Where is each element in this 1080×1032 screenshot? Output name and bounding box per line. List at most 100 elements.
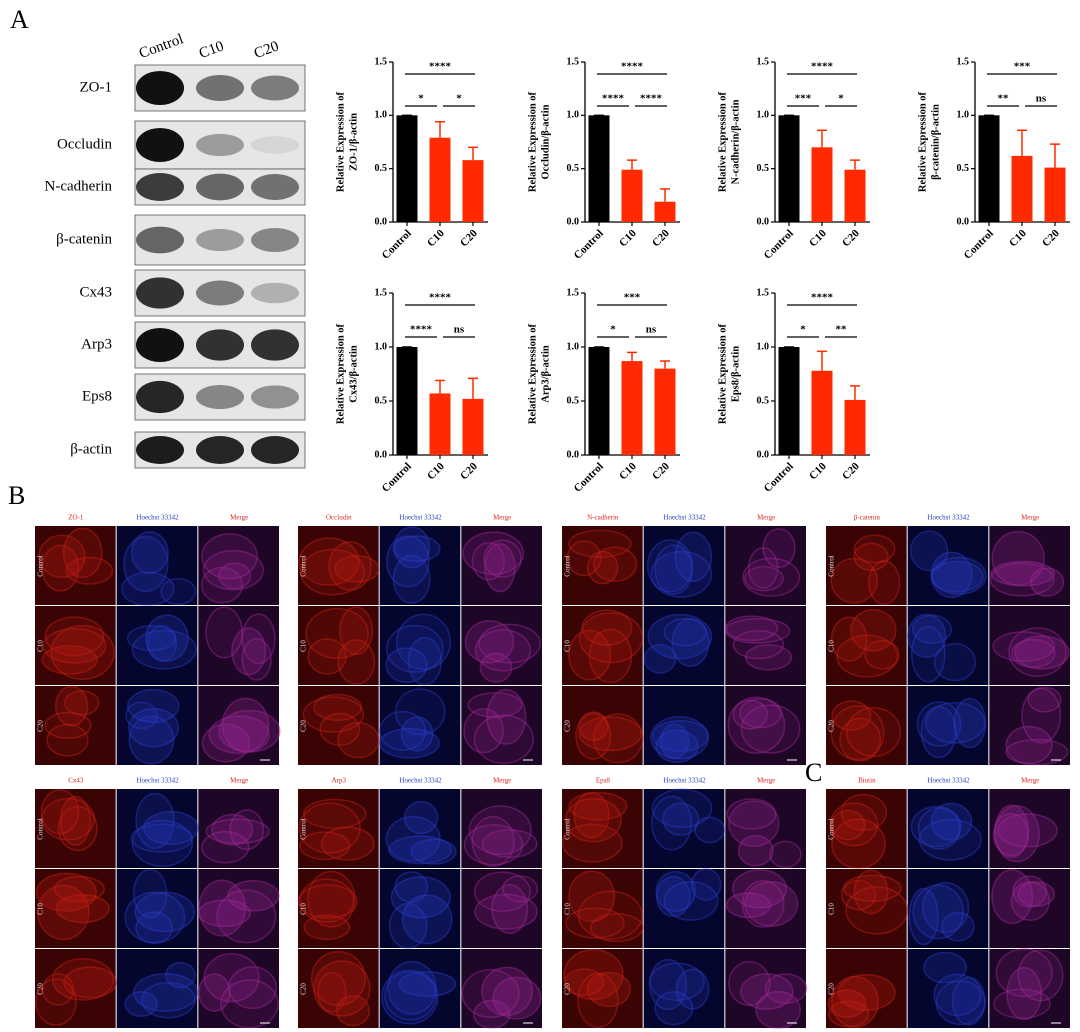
tissue-structure <box>590 913 644 943</box>
tissue-structure <box>744 644 793 671</box>
tissue-structure <box>201 533 258 580</box>
bar <box>396 347 418 455</box>
row-label: C20 <box>37 983 45 995</box>
tissue-structure <box>468 805 532 856</box>
tissue-structure <box>935 980 986 1026</box>
tissue-structure <box>218 562 252 590</box>
tissue-structure <box>651 719 709 753</box>
significance-label: * <box>418 93 424 105</box>
tissue-structure <box>674 531 713 582</box>
bar <box>462 160 484 222</box>
tissue-structure <box>307 638 347 675</box>
micrograph <box>989 949 1070 1028</box>
x-tick-label: Control <box>762 460 796 494</box>
tissue-structure <box>563 948 624 1001</box>
tissue-structure <box>933 642 977 682</box>
micrograph <box>35 606 116 685</box>
tissue-structure <box>299 831 351 861</box>
micrograph <box>198 606 279 685</box>
tissue-structure <box>502 875 539 903</box>
row-label: C10 <box>564 640 572 652</box>
tissue-structure <box>388 835 453 865</box>
tissue-structure <box>123 535 169 592</box>
tissue-structure <box>120 571 175 607</box>
tissue-structure <box>995 948 1053 998</box>
x-tick-label: Control <box>380 227 414 261</box>
blot-strip <box>134 64 306 112</box>
bar <box>844 399 866 455</box>
tissue-structure <box>830 809 866 841</box>
tissue-structure <box>298 537 360 586</box>
tissue-structure <box>933 973 982 1017</box>
channel-label: Merge <box>757 514 775 522</box>
bar <box>429 137 451 222</box>
channel-label: Hoechst 33342 <box>663 514 706 522</box>
micrograph <box>198 869 279 948</box>
blot-column-label: C20 <box>252 38 281 62</box>
tissue-structure <box>1012 875 1048 908</box>
tissue-structure <box>575 712 612 760</box>
tissue-structure <box>481 966 533 1017</box>
row-label: C20 <box>300 983 308 995</box>
tissue-structure <box>654 544 693 595</box>
channel-label: β-catenin <box>854 514 881 522</box>
channel-label: Hoechst 33342 <box>399 514 442 522</box>
tissue-structure <box>394 688 446 736</box>
tissue-structure <box>221 697 270 753</box>
x-tick-label: C20 <box>650 227 672 249</box>
blot-band <box>251 227 299 253</box>
tissue-structure <box>197 899 251 928</box>
micrograph <box>643 869 725 948</box>
blot-band <box>196 384 244 410</box>
micrograph <box>989 789 1070 868</box>
y-tick-label: 1.0 <box>957 110 970 121</box>
bar <box>811 370 833 455</box>
tissue-structure <box>655 729 699 764</box>
tissue-structure <box>930 560 984 593</box>
tissue-structure <box>762 528 796 569</box>
channel-label: Hoechst 33342 <box>927 777 970 785</box>
micrograph <box>562 789 643 868</box>
tissue-structure <box>335 995 371 1027</box>
y-axis-label: Cx43/β-actin <box>348 345 359 403</box>
tissue-structure <box>671 618 710 667</box>
significance-label: * <box>800 324 806 336</box>
micrograph <box>907 606 989 685</box>
tissue-structure <box>840 793 888 831</box>
blot-strip <box>134 214 306 266</box>
tissue-structure <box>994 804 1030 859</box>
tissue-structure <box>462 531 525 576</box>
x-tick-label: C20 <box>1040 227 1062 249</box>
row-label: C20 <box>828 720 836 732</box>
blot-band <box>136 328 184 362</box>
micrograph <box>562 949 643 1028</box>
micrograph <box>379 686 461 765</box>
micrograph <box>826 686 907 765</box>
tissue-structure <box>916 701 962 747</box>
tissue-structure <box>1006 966 1043 1021</box>
tissue-structure <box>128 707 180 748</box>
micrograph <box>461 949 542 1028</box>
tissue-structure <box>930 802 973 841</box>
bar <box>654 368 676 455</box>
tissue-structure <box>741 879 785 928</box>
tissue-structure <box>143 810 199 846</box>
tissue-structure <box>744 881 799 927</box>
tissue-structure <box>747 547 779 589</box>
channel-label: Merge <box>493 777 511 785</box>
tissue-structure <box>941 911 975 942</box>
y-tick-label: 1.5 <box>375 56 388 67</box>
blot-row-label: Eps8 <box>82 388 112 404</box>
x-tick-label: Control <box>380 460 414 494</box>
x-tick-label: C10 <box>1007 227 1029 249</box>
tissue-structure <box>1010 881 1051 921</box>
tissue-structure <box>135 911 174 944</box>
tissue-structure <box>313 693 363 721</box>
channel-label: Merge <box>230 777 248 785</box>
image-row <box>562 526 807 606</box>
significance-label: *** <box>624 292 641 304</box>
tissue-structure <box>202 549 265 591</box>
micrograph <box>116 686 198 765</box>
micrograph <box>989 526 1070 605</box>
y-tick-label: 0.5 <box>567 163 580 174</box>
